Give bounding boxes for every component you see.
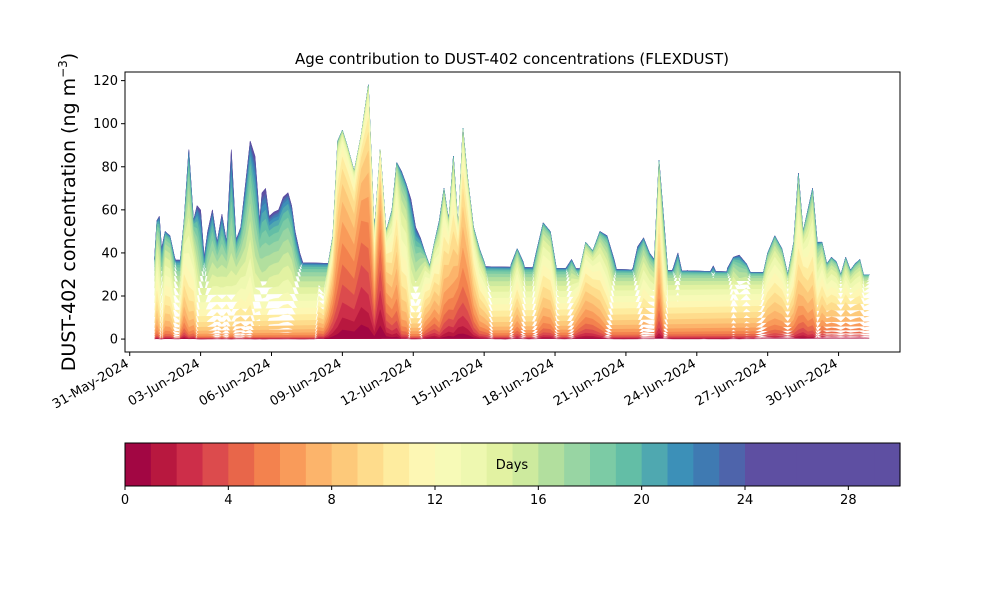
colorbar-swatch — [512, 443, 539, 486]
y-axis: 0 20 40 60 80 100 120 — [93, 74, 125, 348]
y-tick-label: 60 — [101, 203, 118, 218]
y-tick-label: 100 — [93, 117, 118, 132]
y-tick-label: 80 — [101, 160, 118, 175]
colorbar-swatch — [641, 443, 669, 486]
colorbar-swatch — [667, 443, 694, 486]
x-tick-label: 12-Jun-2024 — [338, 356, 415, 409]
colorbar-swatch — [719, 443, 746, 486]
colorbar-swatch — [848, 443, 875, 486]
colorbar-tick-label: 0 — [121, 493, 129, 508]
colorbar-swatch — [564, 443, 591, 486]
colorbar-tick-label: 24 — [737, 493, 754, 508]
colorbar-tick-label: 12 — [427, 493, 444, 508]
x-tick-label: 27-Jun-2024 — [693, 356, 770, 409]
stacked-area-layers — [154, 84, 870, 340]
colorbar-swatch — [874, 443, 901, 486]
colorbar-label: Days — [496, 458, 529, 473]
colorbar-swatch — [125, 443, 152, 486]
colorbar-swatch — [745, 443, 772, 486]
colorbar-swatch — [357, 443, 384, 486]
colorbar-frame — [124, 442, 901, 487]
x-tick-label: 30-Jun-2024 — [764, 356, 841, 409]
colorbar-swatch — [383, 443, 410, 486]
colorbar-swatch — [538, 443, 565, 486]
colorbar-swatch — [305, 443, 333, 486]
colorbar-swatch — [176, 443, 204, 486]
colorbar-swatch — [331, 443, 359, 486]
x-tick-label: 15-Jun-2024 — [409, 356, 486, 409]
x-tick-label: 09-Jun-2024 — [268, 356, 345, 409]
colorbar-tick-label: 8 — [328, 493, 336, 508]
colorbar-swatch — [254, 443, 281, 486]
chart-title: Age contribution to DUST-402 concentrati… — [295, 50, 729, 68]
y-axis-label-sup: −3 — [56, 60, 70, 78]
x-tick-label: 06-Jun-2024 — [197, 356, 274, 409]
colorbar-swatch — [822, 443, 849, 486]
colorbar-swatch — [435, 443, 462, 486]
y-tick-label: 0 — [110, 333, 118, 348]
colorbar-swatch — [770, 443, 798, 486]
x-tick-label: 18-Jun-2024 — [480, 356, 557, 409]
y-tick-label: 40 — [101, 246, 118, 261]
colorbar-tick-label: 20 — [633, 493, 650, 508]
colorbar-swatch — [693, 443, 720, 486]
x-tick-label: 24-Jun-2024 — [622, 356, 699, 409]
x-axis: 31-May-202403-Jun-202406-Jun-202409-Jun-… — [50, 352, 841, 412]
y-tick-label: 20 — [101, 290, 118, 305]
y-tick-label: 120 — [93, 74, 118, 89]
colorbar-swatch — [615, 443, 643, 486]
colorbar-tick-label: 16 — [530, 493, 547, 508]
y-axis-label-close: ) — [58, 53, 80, 60]
colorbar-tick-label: 28 — [840, 493, 857, 508]
colorbar — [125, 443, 901, 486]
y-axis-label: DUST-402 concentration (ng m−3) — [56, 53, 80, 371]
plot-frame — [124, 71, 901, 353]
x-tick-label: 21-Jun-2024 — [551, 356, 628, 409]
colorbar-swatch — [460, 443, 488, 486]
colorbar-swatch — [486, 443, 514, 486]
colorbar-tick-label: 4 — [224, 493, 232, 508]
x-tick-label: 03-Jun-2024 — [126, 356, 203, 409]
age-band-0 — [154, 324, 870, 340]
colorbar-swatch — [280, 443, 307, 486]
colorbar-swatch — [228, 443, 255, 486]
colorbar-swatch — [409, 443, 436, 486]
colorbar-swatch — [202, 443, 229, 486]
colorbar-axis: 0 4 8 12 16 20 24 28 — [121, 486, 857, 508]
colorbar-swatch — [796, 443, 824, 486]
colorbar-swatch — [150, 443, 178, 486]
colorbar-swatch — [590, 443, 617, 486]
